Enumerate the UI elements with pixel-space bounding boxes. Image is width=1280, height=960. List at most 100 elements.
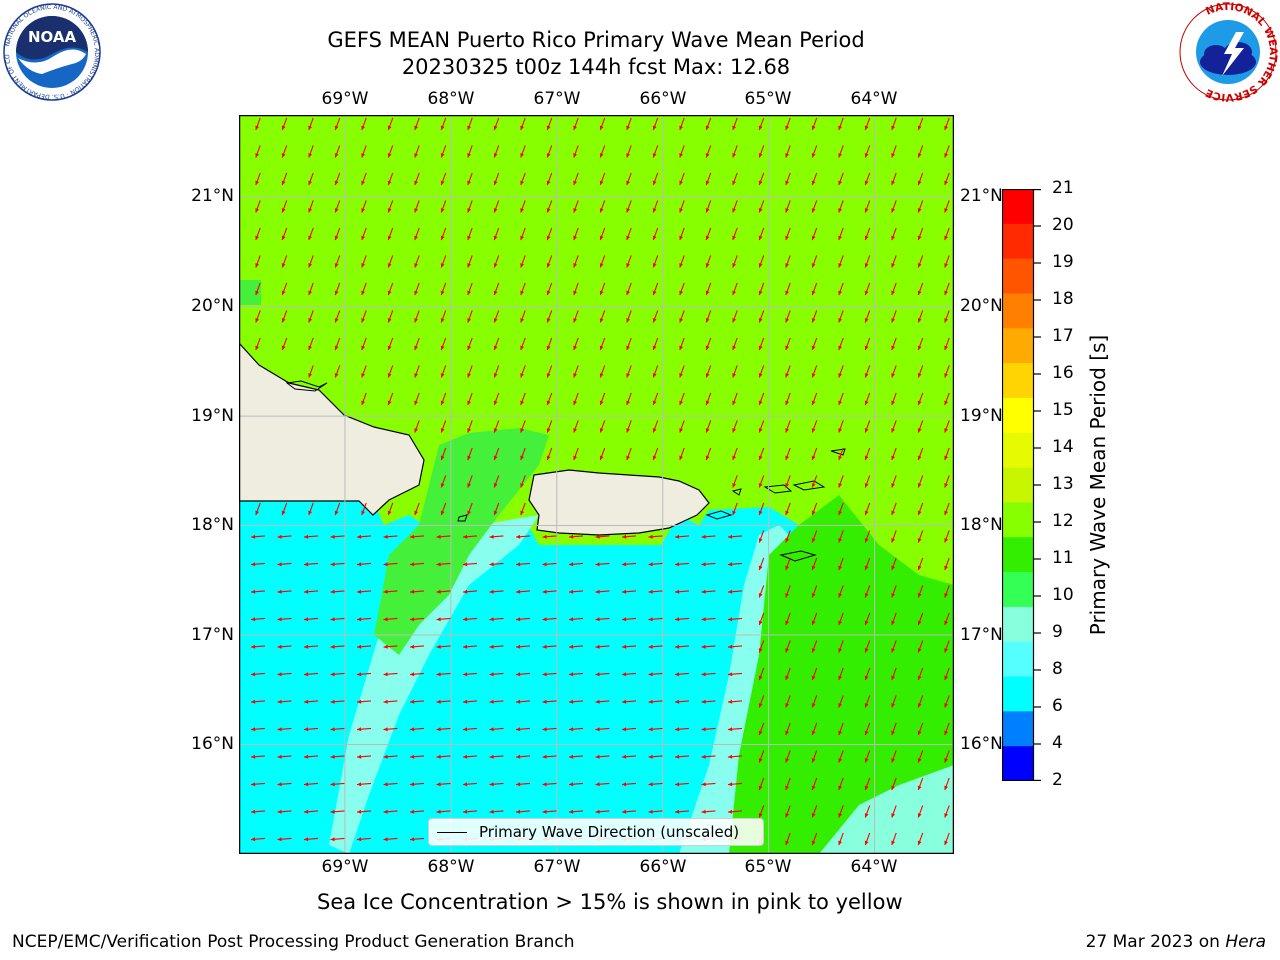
wave-arrow-head bbox=[705, 125, 710, 131]
wave-arrow-head bbox=[728, 644, 733, 649]
wave-arrow-head bbox=[308, 125, 313, 131]
wave-arrow-head bbox=[436, 562, 441, 567]
wave-arrow-head bbox=[520, 483, 525, 488]
wave-arrow-head bbox=[520, 510, 525, 516]
wave-arrow-head bbox=[811, 703, 816, 708]
wave-arrow-head bbox=[838, 153, 843, 158]
wave-arrow-head bbox=[542, 809, 547, 814]
wave-arrow-head bbox=[622, 809, 627, 814]
wave-arrow-head bbox=[838, 455, 843, 461]
wave-arrow-head bbox=[864, 565, 869, 571]
wave-arrow-head bbox=[383, 534, 388, 539]
wave-arrow-head bbox=[599, 428, 604, 433]
wave-arrow-head bbox=[917, 758, 922, 763]
wave-arrow-head bbox=[838, 675, 843, 681]
green-patch-northwest bbox=[239, 280, 261, 305]
wave-arrow-head bbox=[304, 754, 309, 759]
wave-arrow-head bbox=[652, 235, 657, 241]
wave-arrow-head bbox=[917, 730, 922, 736]
wave-arrow-head bbox=[648, 699, 653, 704]
colorbar-tick-label: 14 bbox=[1052, 437, 1074, 457]
wave-arrow-head bbox=[838, 483, 843, 488]
land-puerto-rico bbox=[528, 469, 710, 536]
wave-arrow-head bbox=[675, 644, 680, 649]
wave-arrow-head bbox=[785, 400, 790, 406]
wave-arrow-head bbox=[440, 483, 445, 488]
wave-arrow-head bbox=[705, 180, 710, 186]
wave-arrow-head bbox=[675, 589, 680, 594]
wave-arrow-head bbox=[463, 562, 468, 567]
wave-arrow-head bbox=[944, 565, 949, 571]
wave-arrow-head bbox=[304, 727, 309, 732]
wave-arrow-head bbox=[277, 754, 282, 759]
wave-arrow-head bbox=[573, 290, 578, 296]
wave-arrow-head bbox=[652, 208, 657, 213]
wave-arrow-head bbox=[255, 153, 260, 158]
wave-arrow-head bbox=[864, 483, 869, 488]
wave-arrow-head bbox=[595, 699, 600, 704]
wave-arrow-head bbox=[569, 644, 574, 649]
wave-arrow-head bbox=[440, 510, 445, 516]
wave-arrow-head bbox=[520, 263, 525, 268]
wave-arrow-head bbox=[463, 644, 468, 649]
wave-arrow-head bbox=[917, 675, 922, 681]
wave-arrow-head bbox=[516, 754, 521, 759]
wave-arrow-head bbox=[864, 703, 869, 708]
wave-arrow-head bbox=[410, 837, 415, 842]
wave-arrow-head bbox=[728, 699, 733, 704]
wave-arrow-head bbox=[648, 589, 653, 594]
wave-arrow-head bbox=[626, 373, 631, 378]
wave-arrow-head bbox=[599, 373, 604, 378]
wave-arrow-head bbox=[785, 208, 790, 213]
wave-arrow-head bbox=[944, 538, 949, 543]
wave-arrow-head bbox=[838, 180, 843, 186]
wave-arrow-head bbox=[622, 562, 627, 567]
wave-arrow-head bbox=[732, 208, 737, 213]
wave-arrow-head bbox=[330, 754, 335, 759]
wave-arrow-head bbox=[414, 235, 419, 241]
wave-arrow-head bbox=[599, 153, 604, 158]
wave-arrow-head bbox=[732, 455, 737, 461]
wave-arrow-head bbox=[489, 727, 494, 732]
green-zone-east bbox=[729, 495, 954, 854]
wave-arrow-head bbox=[357, 727, 362, 732]
wave-arrow-head bbox=[701, 589, 706, 594]
wave-arrow-head bbox=[701, 727, 706, 732]
wave-arrow-head bbox=[675, 617, 680, 622]
wave-arrow-head bbox=[679, 208, 684, 213]
wave-arrow-head bbox=[917, 840, 922, 846]
wave-arrow-head bbox=[811, 373, 816, 378]
wave-arrow-head bbox=[811, 318, 816, 323]
wave-arrow-head bbox=[758, 593, 763, 598]
wave-arrow-head bbox=[361, 263, 366, 268]
lon-label-top-68w: 68°W bbox=[427, 89, 475, 109]
wave-arrow-head bbox=[811, 730, 816, 736]
colorbar-tick-label: 11 bbox=[1052, 548, 1074, 568]
wave-arrow-head bbox=[838, 428, 843, 433]
colorbar-swatch bbox=[1002, 711, 1034, 747]
wave-arrow-head bbox=[599, 180, 604, 186]
wave-arrow-head bbox=[334, 153, 339, 158]
wave-arrow-head bbox=[308, 345, 313, 351]
wave-arrow-head bbox=[838, 290, 843, 296]
wave-arrow-head bbox=[516, 782, 521, 787]
wave-arrow-head bbox=[330, 727, 335, 732]
wave-arrow-head bbox=[414, 373, 419, 378]
lon-label-top-64w: 64°W bbox=[850, 89, 898, 109]
wave-arrow-head bbox=[626, 428, 631, 433]
wave-arrow-head bbox=[864, 455, 869, 461]
wave-arrow-head bbox=[546, 290, 551, 296]
wave-arrow-head bbox=[436, 672, 441, 677]
wave-arrow-head bbox=[675, 809, 680, 814]
wave-arrow-head bbox=[387, 345, 392, 351]
wave-arrow-head bbox=[569, 589, 574, 594]
wave-arrow-head bbox=[436, 782, 441, 787]
wave-arrow-head bbox=[944, 455, 949, 461]
wave-arrow-head bbox=[436, 617, 441, 622]
wave-arrow-head bbox=[493, 455, 498, 461]
wave-arrow-head bbox=[436, 644, 441, 649]
colorbar-tick-label: 6 bbox=[1052, 696, 1063, 716]
wave-arrow-head bbox=[917, 153, 922, 158]
wave-arrow-head bbox=[357, 562, 362, 567]
colorbar-tick-label: 20 bbox=[1052, 215, 1074, 235]
